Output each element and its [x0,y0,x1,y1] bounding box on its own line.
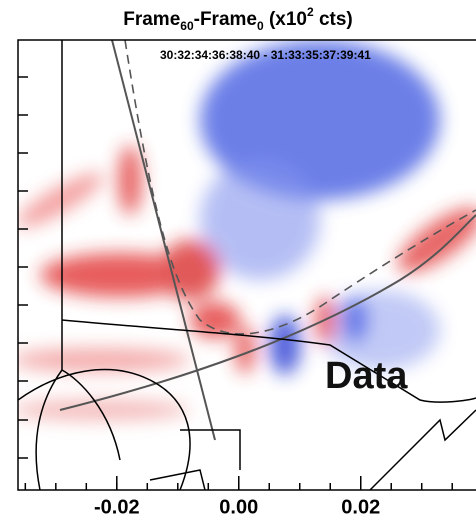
image-layer [18,40,476,490]
chart-title: Frame60-Frame0 (x102 cts) [123,5,353,33]
x-tick-label: 0.02 [341,496,380,518]
frame-range: 30:32:34:36:38:40 - 31:33:35:37:39:41 [160,48,371,62]
title-part: 0 [257,19,264,33]
title-part: Frame [123,9,180,30]
title-part: 2 [307,5,314,19]
title-part: (x10 [264,9,307,30]
x-tick-label: -0.02 [94,496,140,518]
title-part: cts) [314,9,353,30]
plot-frame [17,39,476,491]
title-part: 60 [180,19,194,33]
data-label: Data [325,355,408,397]
x-tick-label: 0.00 [219,496,258,518]
minor-ticks [18,76,28,459]
title-part: -Frame [194,9,257,30]
